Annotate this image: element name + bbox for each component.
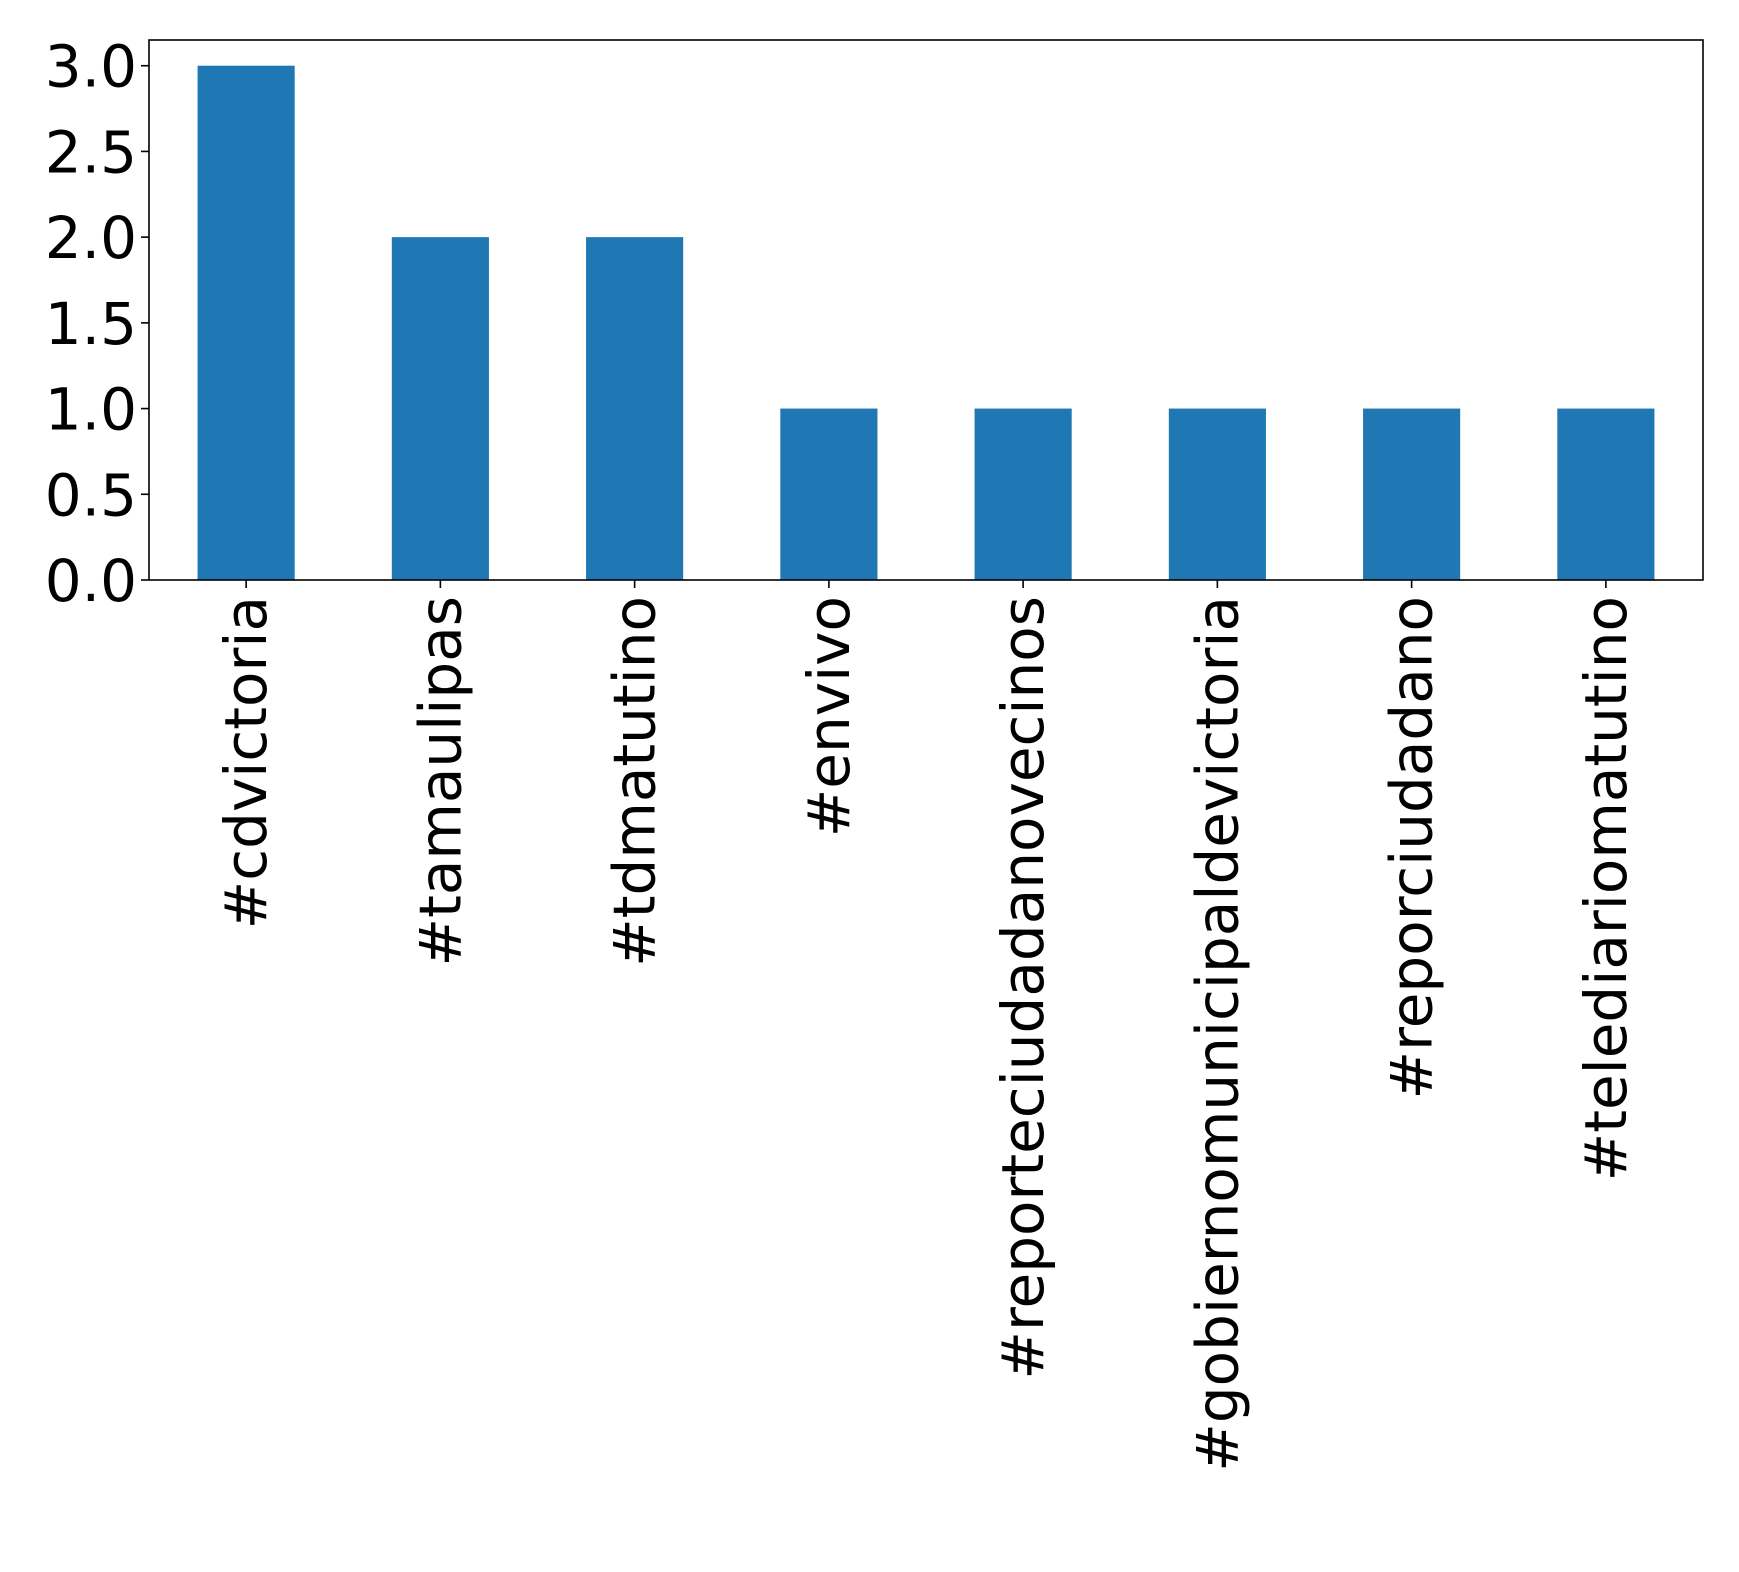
y-tick-label: 2.5 [45,118,137,186]
x-tick-label: #reporteciudadanovecinos [989,596,1057,1380]
x-tick-label: #tdmatutino [601,596,669,967]
y-axis: 0.0 0.5 1.0 1.5 2.0 2.5 3.0 [45,33,149,615]
y-tick-label: 3.0 [45,33,137,101]
bar-reporciudadano [1363,408,1461,580]
x-axis: #cdvictoria #tamaulipas #tdmatutino #envivo… [212,580,1640,1472]
x-tick-label: #telediariomatutino [1572,596,1640,1181]
x-tick-label: #envivo [795,596,863,837]
plot-frame [148,39,1704,581]
y-tick-label: 0.0 [45,547,137,615]
y-tick-label: 1.0 [45,376,137,444]
x-tick-label: #reporciudadano [1378,596,1446,1099]
bar-tamaulipas [391,237,489,580]
y-tick-label: 2.0 [45,204,137,272]
y-tick-label: 0.5 [45,461,137,529]
y-tick-label: 1.5 [45,290,137,358]
x-tick-label: #tamaulipas [406,596,474,967]
bars-group [197,65,1655,580]
x-tick-label: #gobiernomunicipaldevictoria [1183,596,1251,1472]
bar-tdmatutino [586,237,684,580]
x-tick-label: #cdvictoria [212,596,280,929]
bar-cdvictoria [197,65,295,580]
bar-telediariomatutino [1557,408,1655,580]
bar-reporteciudadanovecinos [974,408,1072,580]
bar-gobiernomunicipaldevictoria [1168,408,1266,580]
bar-envivo [780,408,878,580]
